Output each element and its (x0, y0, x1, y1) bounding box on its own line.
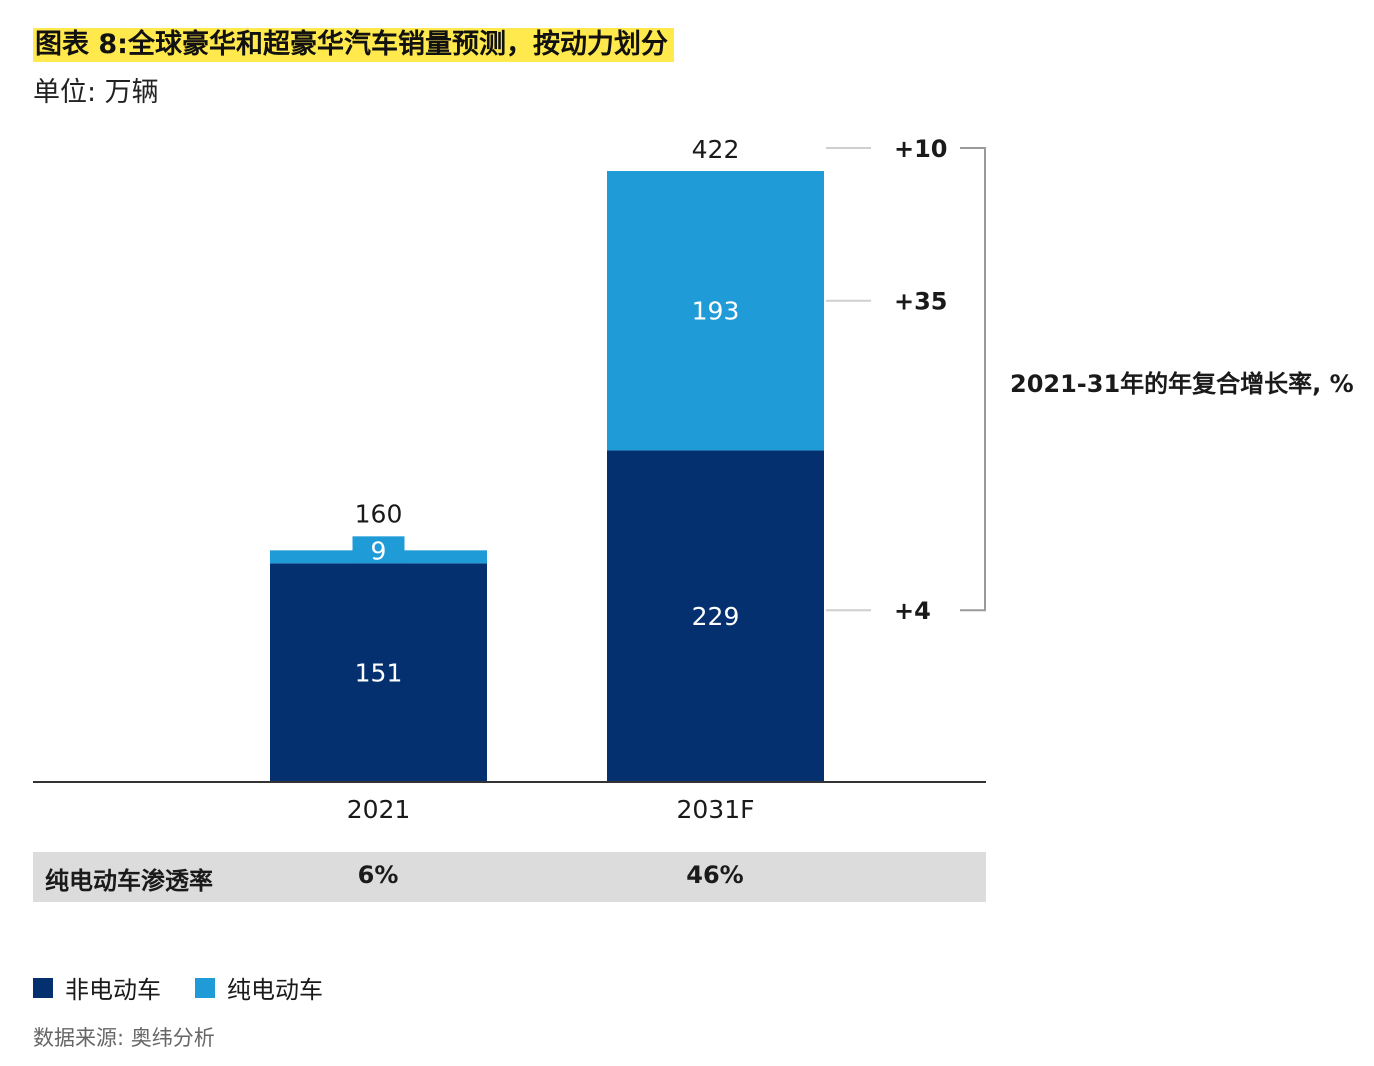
x-tick-2021: 2021 (347, 795, 411, 824)
penetration-value-2031f: 46% (686, 861, 744, 889)
penetration-value-2021: 6% (357, 861, 399, 889)
bar-ev-2031f (607, 171, 824, 451)
label-ev-2021: 9 (371, 536, 387, 565)
label-non-ev-2021: 151 (355, 659, 403, 688)
x-tick-2031f: 2031F (676, 795, 754, 824)
chart-subtitle: 单位: 万辆 (33, 77, 159, 108)
label-tab-ev-2021 (352, 536, 405, 563)
legend: 非电动车 纯电动车 (33, 970, 357, 1005)
legend-label-ev: 纯电动车 (227, 976, 323, 1004)
cagr-value-ev: +35 (894, 288, 948, 316)
source-note: 数据来源: 奥纬分析 (33, 1026, 215, 1050)
legend-item-non-ev: 非电动车 (33, 970, 161, 1005)
cagr-title: 2021-31年的年复合增长率, % (1010, 370, 1354, 398)
legend-swatch-ev (195, 977, 215, 998)
label-non-ev-2031f: 229 (692, 602, 740, 631)
label-total-2031f: 422 (692, 135, 740, 164)
cagr-bracket (960, 147, 986, 612)
label-total-2021: 160 (355, 499, 403, 528)
bar-non-ev-2031f (607, 450, 824, 782)
bar-non-ev-2021 (270, 563, 487, 782)
title-wrap: 图表 8:全球豪华和超豪华汽车销量预测，按动力划分 (33, 28, 674, 62)
legend-item-ev: 纯电动车 (195, 970, 323, 1005)
stacked-bar-chart: 151 9 160 2021 229 193 422 2031F +10 +35 +4 2021-31… (33, 135, 1354, 824)
legend-swatch-non-ev (33, 977, 53, 998)
chart-title: 图表 8:全球豪华和超豪华汽车销量预测，按动力划分 (33, 28, 674, 62)
label-ev-2031f: 193 (692, 297, 740, 326)
cagr-value-total: +10 (894, 135, 948, 163)
legend-label-non-ev: 非电动车 (65, 976, 161, 1004)
penetration-label: 纯电动车渗透率 (45, 867, 213, 895)
penetration-table: 纯电动车渗透率 6% 46% (33, 852, 986, 902)
cagr-value-non-ev: +4 (894, 597, 931, 625)
